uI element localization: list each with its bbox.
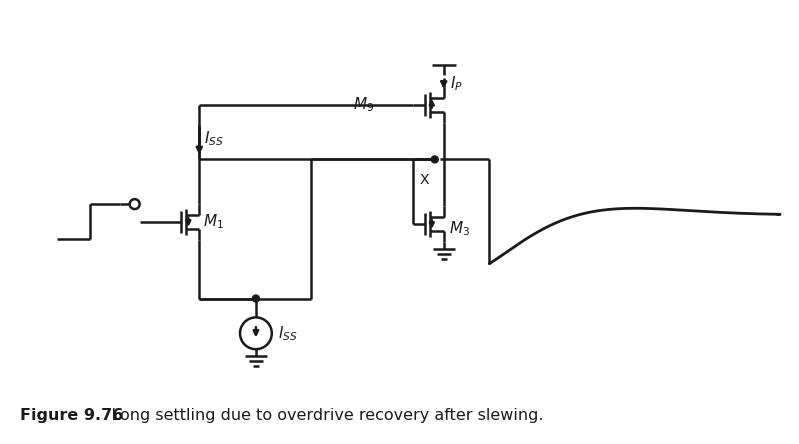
- Text: $\mathit{I}_{SS}$: $\mathit{I}_{SS}$: [278, 324, 297, 343]
- Text: $\mathit{M}_9$: $\mathit{M}_9$: [353, 95, 375, 114]
- Circle shape: [252, 295, 260, 302]
- Text: X: X: [419, 173, 429, 187]
- Circle shape: [431, 156, 439, 163]
- Text: $\mathit{I}_P$: $\mathit{I}_P$: [450, 75, 463, 93]
- Text: $\mathit{M}_3$: $\mathit{M}_3$: [449, 220, 470, 238]
- Text: Long settling due to overdrive recovery after slewing.: Long settling due to overdrive recovery …: [96, 408, 543, 423]
- Text: Figure 9.76: Figure 9.76: [21, 408, 124, 423]
- Text: $\mathit{M}_1$: $\mathit{M}_1$: [203, 213, 224, 231]
- Text: $\mathit{I}_{SS}$: $\mathit{I}_{SS}$: [205, 130, 224, 148]
